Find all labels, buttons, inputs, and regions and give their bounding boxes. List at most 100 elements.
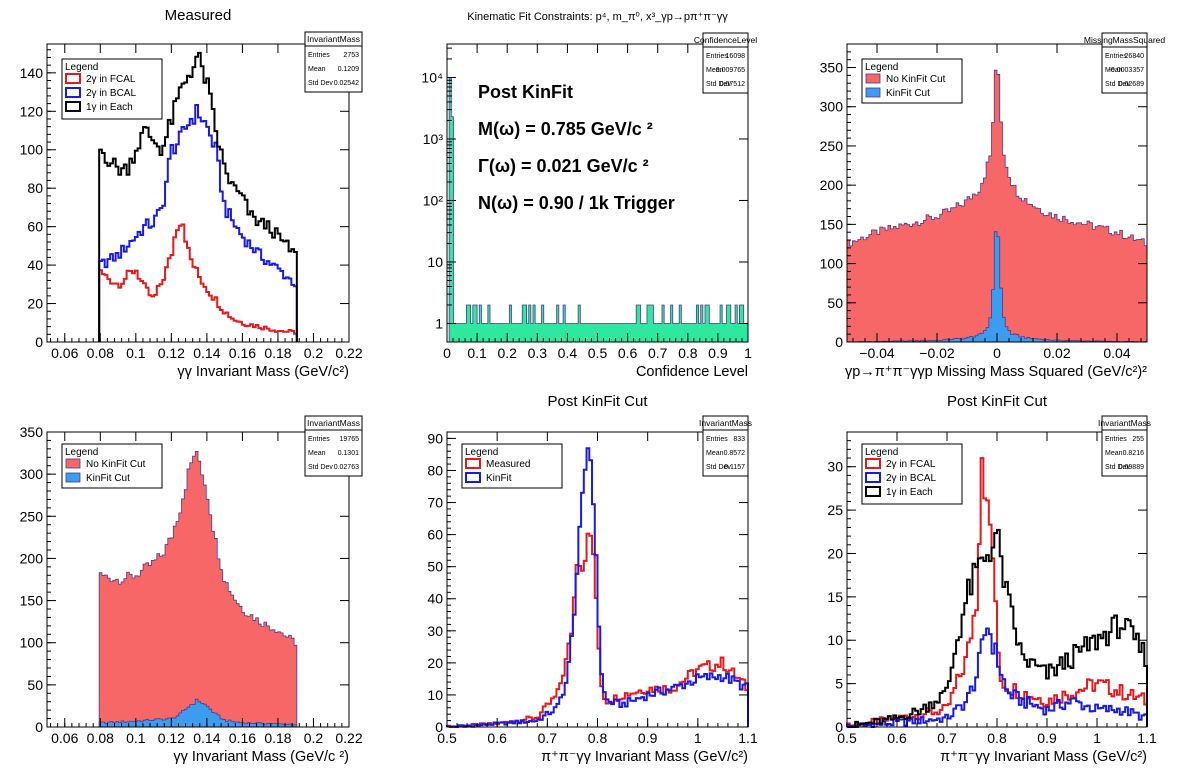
series-2 [846, 231, 1148, 343]
stats-box: InvariantMass Entries 2753 Mean 0.1209 Std De… [304, 31, 363, 93]
x-tick-label: 0.6 [887, 730, 907, 746]
stats-value: -0.0003357 [1109, 67, 1145, 74]
x-tick-label: 0.3 [528, 345, 548, 361]
y-tick-label: 40 [27, 257, 43, 273]
stats-title: InvariantMass [307, 34, 360, 44]
x-tick-label: 1 [1093, 730, 1101, 746]
legend-swatch [65, 458, 81, 469]
y-tick-label: 0 [35, 334, 43, 350]
x-tick-label: −0.02 [919, 345, 955, 361]
legend-label: KinFit Cut [886, 88, 930, 99]
x-tick-label: 0.02 [1043, 345, 1070, 361]
stats-value: 0.009765 [716, 67, 745, 74]
chart-panel-3: −0.04 −0.02 0 0.02 0.04 0 50 100 150 200 250 300 350… [820, 32, 1166, 380]
x-tick-label: 0.1 [126, 345, 146, 361]
chart-title: Post KinFit Cut [947, 393, 1048, 410]
stats-label: Std Dev [1105, 464, 1130, 471]
y-tick-label: 100 [20, 142, 44, 158]
x-tick-label: 0.9 [708, 345, 728, 361]
stats-label: Std Dev [706, 464, 731, 471]
x-tick-label: 0.12 [158, 345, 185, 361]
stats-title: MissingMassSquared [1084, 35, 1166, 45]
y-tick-label: 20 [27, 296, 43, 312]
legend-label: 2γ in BCAL [886, 473, 936, 484]
legend-title: Legend [65, 62, 98, 73]
y-tick-label: 0 [435, 719, 443, 735]
legend-swatch [65, 73, 81, 84]
stats-value: 0.8216 [1123, 450, 1145, 457]
legend-title: Legend [865, 447, 898, 458]
y-tick-label: 60 [427, 527, 443, 543]
stats-value: 19765 [340, 436, 360, 443]
x-tick-label: 0.5 [588, 345, 608, 361]
legend-label: 2γ in FCAL [86, 74, 136, 85]
x-axis-label: π⁺π⁻γγ Invariant Mass (GeV/c²) [541, 749, 748, 765]
stats-value: 255 [1132, 436, 1144, 443]
chart-title: Measured [165, 7, 232, 24]
legend-label: 1γ in Each [86, 102, 133, 113]
stats-box-frame [304, 31, 363, 93]
y-tick-label: 300 [20, 466, 44, 482]
x-tick-label: 0.4 [558, 345, 578, 361]
legend-label: No KinFit Cut [86, 459, 146, 470]
stats-label: Mean [308, 66, 326, 73]
stats-value: 26840 [1125, 53, 1145, 60]
stats-box: InvariantMass Entries 255 Mean 0.8216 Std Dev… [1098, 415, 1151, 477]
y-tick-label: 350 [820, 60, 844, 76]
legend-swatch [65, 472, 81, 483]
stats-box-frame [1101, 415, 1148, 477]
x-tick-label: 0.08 [87, 345, 114, 361]
series-1 [846, 69, 1148, 343]
y-tick-label: 15 [827, 589, 843, 605]
x-tick-label: 0.5 [837, 730, 857, 746]
stats-label: Mean [1105, 450, 1123, 457]
y-tick-label: 1 [435, 315, 443, 331]
series-1 [448, 77, 749, 343]
annotation: Post KinFit [478, 82, 573, 102]
x-tick-label: 1 [694, 730, 702, 746]
stats-label: Std Dev [308, 80, 333, 87]
y-tick-label: 10 [827, 632, 843, 648]
x-tick-label: 1.1 [738, 730, 758, 746]
stats-value: 0.02763 [334, 464, 359, 471]
series-2 [446, 447, 749, 728]
y-tick-label: 100 [820, 256, 844, 272]
stats-box: MissingMassSquared Entries26840Mean-0.000… [1084, 32, 1166, 94]
series-2 [98, 104, 298, 342]
x-tick-label: 0.6 [618, 345, 638, 361]
stats-value: 833 [733, 436, 745, 443]
y-tick-label: 0 [35, 719, 43, 735]
stats-box-frame [702, 32, 749, 94]
legend-swatch [65, 87, 81, 98]
plot-area [447, 44, 748, 342]
stats-value: 0.1209 [338, 66, 360, 73]
y-tick-label: 90 [427, 430, 443, 446]
y-tick-label: 40 [427, 591, 443, 607]
legend-label: Measured [486, 459, 530, 470]
stats-value: 0.1301 [338, 450, 360, 457]
x-tick-label: 0.5 [437, 730, 457, 746]
stats-label: Entries [706, 53, 728, 60]
x-tick-label: 0.2 [497, 345, 517, 361]
y-tick-label: 100 [20, 635, 44, 651]
x-tick-label: 0.8 [678, 345, 698, 361]
legend-label: 1γ in Each [886, 487, 933, 498]
legend-swatch [865, 87, 881, 98]
x-tick-label: 0.18 [264, 345, 291, 361]
series-1 [98, 451, 298, 728]
x-tick-label: 0 [993, 345, 1001, 361]
series-2 [846, 627, 1148, 728]
x-axis-label: γp→π⁺π⁻γγp Missing Mass Squared (GeV/c²)… [845, 364, 1147, 380]
chart-panel-2: 0 0.1 0.2 0.3 0.4 0.5 0.6 0.7 0.8 0.9 1 1 10 10² 10³ 10… [421, 11, 757, 380]
legend-title: Legend [65, 447, 98, 458]
y-tick-label: 20 [827, 545, 843, 561]
y-tick-label: 80 [427, 462, 443, 478]
y-tick-label: 150 [20, 593, 44, 609]
x-axis-label: Confidence Level [636, 364, 748, 380]
